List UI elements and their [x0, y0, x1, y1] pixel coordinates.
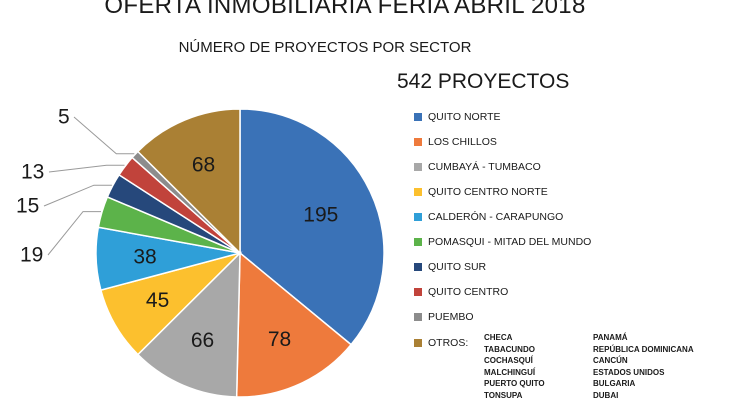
legend-item-puembo: PUEMBO	[414, 309, 474, 325]
legend-item-los-chillos: LOS CHILLOS	[414, 134, 497, 150]
legend-item-quito-centro-norte: QUITO CENTRO NORTE	[414, 184, 548, 200]
data-label-quito-norte: 195	[303, 203, 338, 226]
legend-swatch	[414, 339, 422, 347]
others-list-item: CHECA	[484, 332, 545, 344]
leader-line-quito-centro	[49, 165, 125, 172]
leader-line-quito-sur	[44, 185, 112, 206]
legend-item-quito-sur: QUITO SUR	[414, 259, 486, 275]
legend-swatch	[414, 313, 422, 321]
legend-item-quito-norte: QUITO NORTE	[414, 109, 501, 125]
data-label-quito-centro: 13	[21, 161, 44, 184]
others-list-item: TONSUPA	[484, 390, 545, 401]
others-list-item: TABACUNDO	[484, 344, 545, 356]
data-label-quito-centro-norte: 45	[146, 289, 169, 312]
legend-label: PUEMBO	[428, 311, 474, 323]
others-list-item: MALCHINGUÍ	[484, 367, 545, 379]
legend-label: LOS CHILLOS	[428, 136, 497, 148]
others-list-item: COCHASQUÍ	[484, 355, 545, 367]
legend-swatch	[414, 213, 422, 221]
legend-label: QUITO CENTRO NORTE	[428, 186, 548, 198]
data-label-otros: 68	[192, 154, 215, 177]
others-list-item: PANAMÁ	[593, 332, 694, 344]
others-list-item: DUBAI	[593, 390, 694, 401]
leader-line-puembo	[74, 117, 134, 154]
data-label-los-chillos: 78	[268, 328, 291, 351]
data-label-quito-sur: 15	[16, 195, 39, 218]
legend-label: QUITO CENTRO	[428, 286, 508, 298]
leader-line-pomasqui-mitad-del-mundo	[48, 212, 101, 255]
data-label-calderon-carapungo: 38	[133, 245, 156, 268]
legend-swatch	[414, 188, 422, 196]
data-label-puembo: 5	[58, 106, 70, 129]
legend-label: POMASQUI - MITAD DEL MUNDO	[428, 236, 591, 248]
others-list-item: PUERTO QUITO	[484, 378, 545, 390]
data-label-cumbaya-tumbaco: 66	[191, 329, 214, 352]
legend-swatch	[414, 238, 422, 246]
legend-item-calderon-carapungo: CALDERÓN - CARAPUNGO	[414, 209, 563, 225]
legend-item-quito-centro: QUITO CENTRO	[414, 284, 508, 300]
legend-swatch	[414, 113, 422, 121]
legend-label: QUITO NORTE	[428, 111, 501, 123]
legend-label: OTROS:	[428, 337, 468, 349]
legend-item-otros: OTROS:	[414, 335, 468, 351]
data-label-pomasqui-mitad-del-mundo: 19	[20, 244, 43, 267]
legend-item-cumbaya-tumbaco: CUMBAYÁ - TUMBACO	[414, 159, 541, 175]
others-list-item: BULGARIA	[593, 378, 694, 390]
others-list-item: ESTADOS UNIDOS	[593, 367, 694, 379]
legend-label: CUMBAYÁ - TUMBACO	[428, 161, 541, 173]
legend-label: QUITO SUR	[428, 261, 486, 273]
legend-swatch	[414, 263, 422, 271]
legend-swatch	[414, 138, 422, 146]
legend-label: CALDERÓN - CARAPUNGO	[428, 211, 563, 223]
legend-swatch	[414, 288, 422, 296]
legend-swatch	[414, 163, 422, 171]
others-list-item: CANCÚN	[593, 355, 694, 367]
legend-item-pomasqui-mitad-del-mundo: POMASQUI - MITAD DEL MUNDO	[414, 234, 591, 250]
others-list-item: REPÚBLICA DOMINICANA	[593, 344, 694, 356]
